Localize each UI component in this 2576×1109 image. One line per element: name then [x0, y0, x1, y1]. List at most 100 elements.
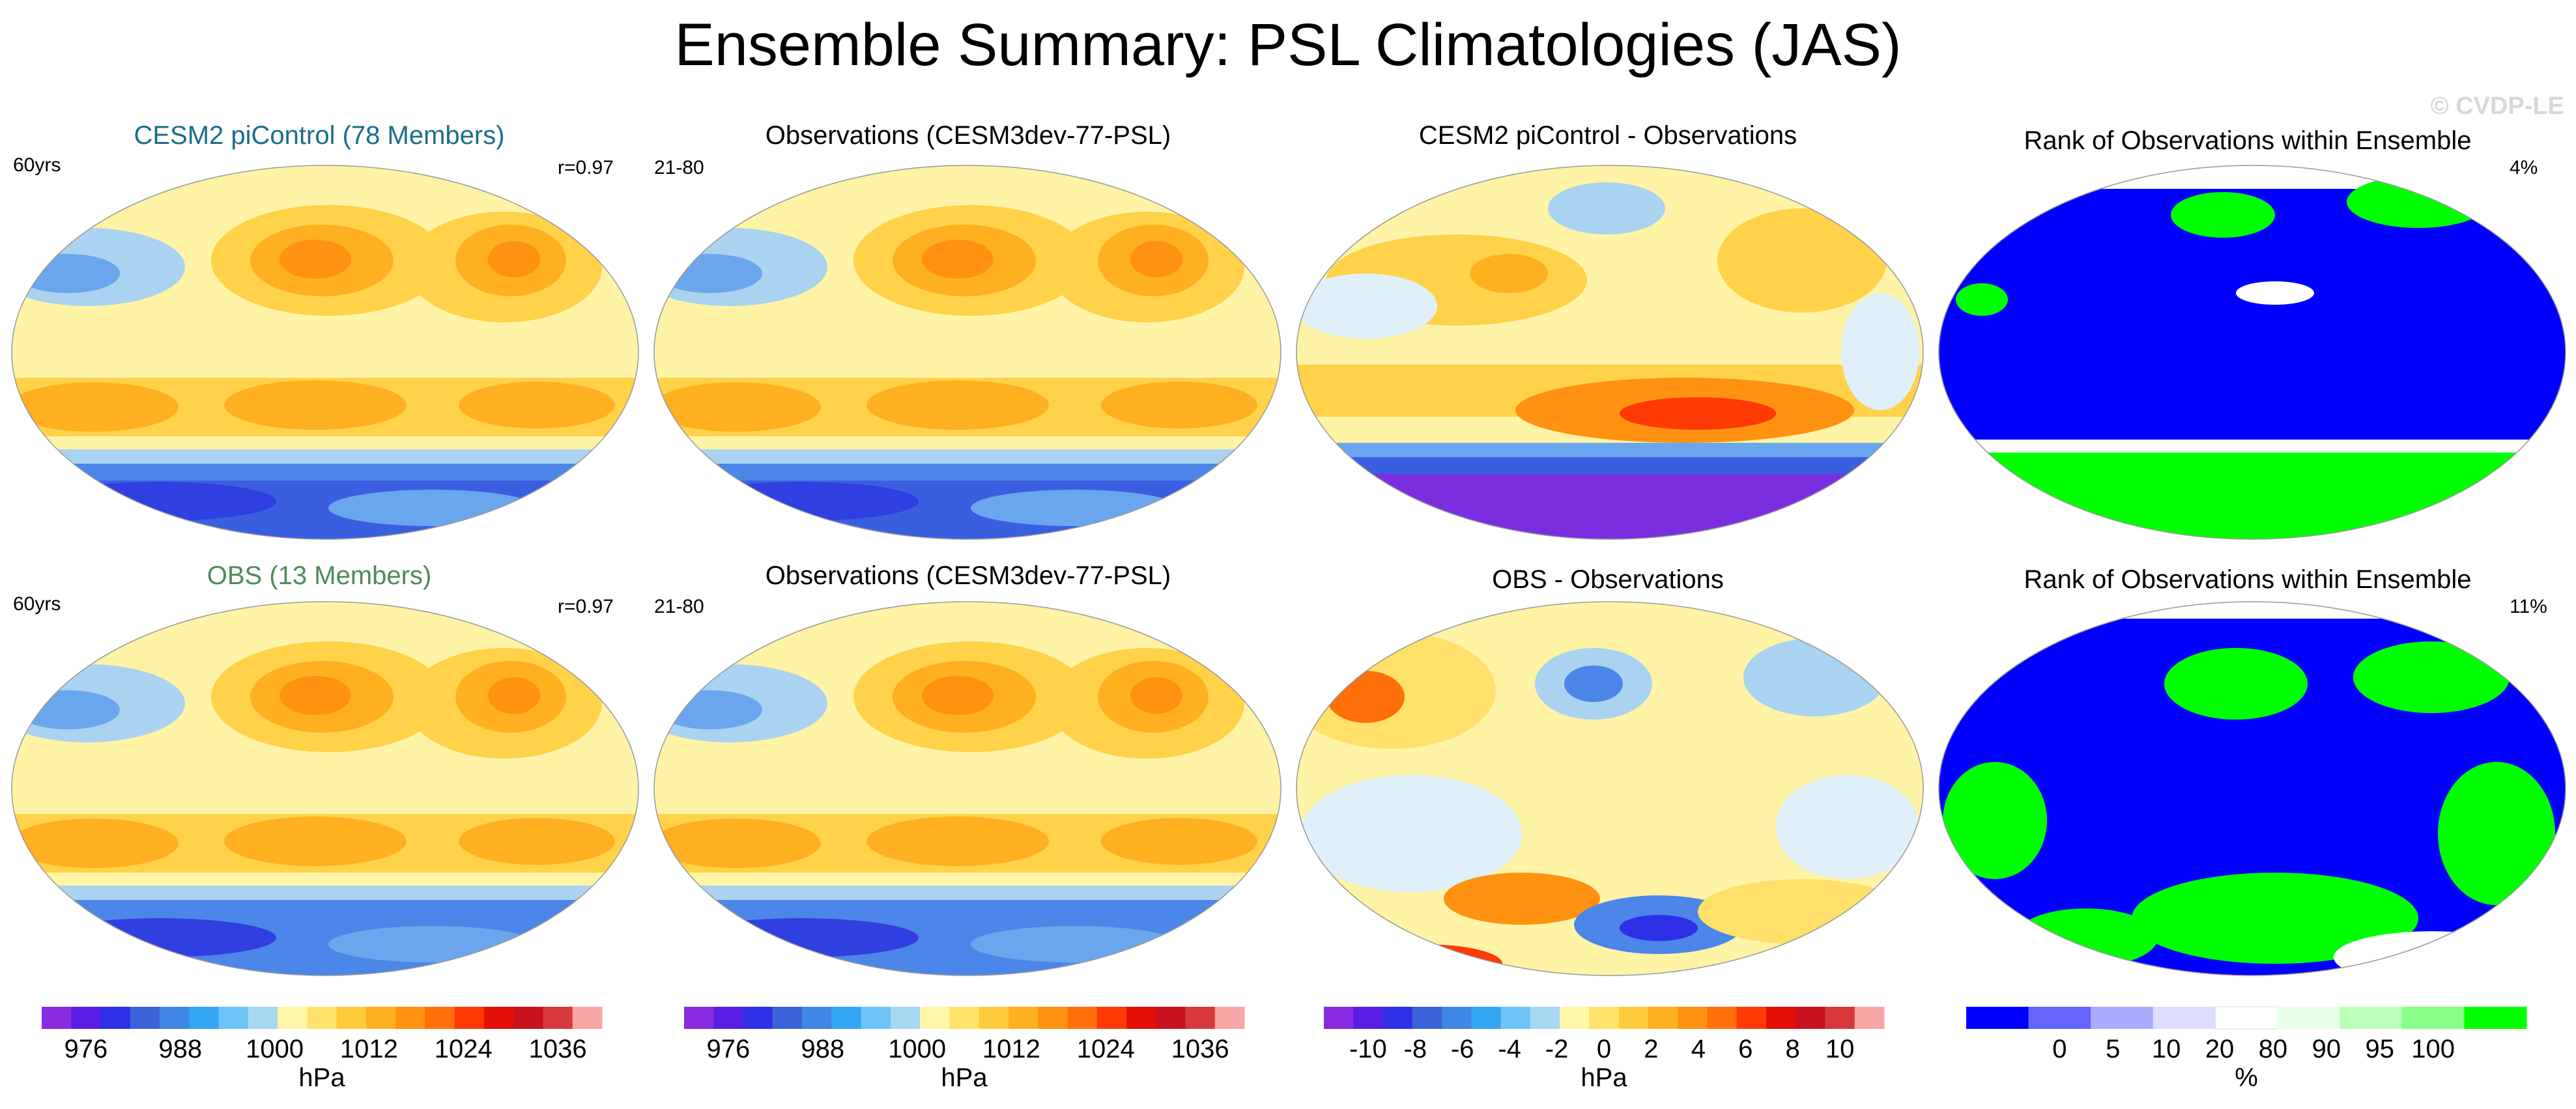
colorbar-swatch [543, 1007, 573, 1029]
southern-ocean-3 [654, 917, 1281, 976]
colorbar-swatch [1618, 1007, 1649, 1029]
diff-neg-band2 [1296, 457, 1923, 477]
colorbar-swatch [1038, 1007, 1068, 1029]
panel-note-left-r1c2: 21-80 [654, 157, 704, 178]
colorbar-tick-label: 976 [64, 1035, 108, 1063]
map-outline [653, 601, 1281, 976]
panel-note-left-r1c1: 60yrs [13, 154, 61, 176]
map-outline [11, 601, 639, 976]
colorbar-swatch [1353, 1007, 1384, 1029]
map-field [1296, 602, 1923, 976]
high-cell [224, 817, 407, 866]
colorbar-swatch [336, 1007, 367, 1029]
colorbar-swatch [248, 1007, 278, 1029]
colorbar-swatch [1966, 1007, 2029, 1029]
diff-neg-core [1620, 915, 1698, 941]
colorbar-swatch [1560, 1007, 1590, 1029]
north-pacific-high-core [279, 676, 351, 715]
colorbar-tick-label: 1012 [340, 1035, 398, 1063]
colorbar-swatch [1530, 1007, 1560, 1029]
diff-neg-weak [1776, 775, 1919, 879]
watermark: © CVDP-LE [2430, 92, 2564, 120]
panel-title-r2c1: OBS (13 Members) [207, 561, 432, 590]
colorbar-tick-label: -2 [1545, 1035, 1569, 1063]
colorbar-tick-label: 4 [1691, 1035, 1706, 1063]
high-cell [459, 818, 615, 865]
rank-white [2334, 931, 2529, 976]
rank-white [2236, 281, 2314, 305]
diff-pos-core [1326, 671, 1405, 723]
colorbar-swatch [1008, 1007, 1038, 1029]
southern-ocean-2 [12, 464, 638, 483]
high-cell [224, 380, 407, 430]
colorbar-tick-label: -6 [1451, 1035, 1474, 1063]
colorbar-tick-label: 1000 [888, 1035, 946, 1063]
colorbar-tick-label: 0 [1597, 1035, 1611, 1063]
colorbar-1: 976 988 1000 1012 1024 1036 hPa [42, 1007, 603, 1092]
colorbar-unit: hPa [298, 1063, 345, 1092]
panel-note-right-r1c4: 4% [2510, 157, 2538, 178]
map-r1c1 [11, 165, 639, 540]
diff-neg-weak [1841, 293, 1919, 410]
colorbar-unit: hPa [941, 1063, 988, 1092]
colorbar-swatch [1854, 1007, 1885, 1029]
panel-title-r1c1: CESM2 piControl (78 Members) [134, 121, 505, 150]
colorbar-tick-label: 1024 [435, 1035, 493, 1063]
colorbar-swatch [1185, 1007, 1216, 1029]
colorbar-swatch [483, 1007, 514, 1029]
colorbar-tick-label: 1036 [529, 1035, 587, 1063]
colorbar-tick-label: -4 [1498, 1035, 1521, 1063]
colorbar-tick-label: 0 [2052, 1035, 2067, 1063]
colorbar-swatch [1766, 1007, 1796, 1029]
map-r1c2 [653, 165, 1281, 540]
colorbar-swatch [920, 1007, 950, 1029]
north-pacific-high-core [922, 240, 994, 279]
diff-neg [1548, 182, 1665, 234]
southern-ocean-2 [654, 900, 1281, 919]
diff-neg [1743, 638, 1887, 716]
colorbar-swatch [2340, 1007, 2403, 1029]
map-outline [11, 165, 639, 540]
colorbar-swatch [100, 1007, 131, 1029]
rank-green [2347, 176, 2490, 228]
rank-green [1943, 762, 2047, 879]
atlantic-high-core [488, 241, 540, 277]
southern-low-core [684, 918, 919, 957]
map-field [12, 165, 638, 539]
colorbar-4: 0 5 10 20 80 90 95 100% [1966, 1006, 2527, 1092]
colorbar-tick-label: 95 [2366, 1035, 2395, 1063]
colorbar-swatch [572, 1007, 603, 1029]
colorbar-swatch [71, 1007, 102, 1029]
colorbar-swatch [831, 1007, 862, 1029]
panel-title-r1c4: Rank of Observations within Ensemble [2024, 126, 2472, 155]
colorbar-swatch [1589, 1007, 1620, 1029]
map-outline [1938, 165, 2566, 540]
southern-ocean-3 [12, 917, 638, 976]
colorbar-tick-label: 1036 [1171, 1035, 1229, 1063]
southern-low-patch [971, 490, 1179, 526]
colorbar-swatch [1382, 1007, 1413, 1029]
southern-ocean-2 [654, 464, 1281, 483]
figure-title: Ensemble Summary: PSL Climatologies (JAS… [674, 12, 1902, 78]
high-cell [12, 382, 179, 432]
colorbar-swatch [949, 1007, 980, 1029]
southern-low-patch [328, 490, 537, 526]
high-cell [459, 382, 615, 428]
diff-pos [1444, 873, 1600, 925]
diff-strong [1346, 944, 1502, 976]
panel-note-right-r2c4: 11% [2510, 596, 2547, 617]
north-pacific-high-core [922, 676, 994, 715]
colorbar-swatch [1736, 1007, 1767, 1029]
colorbar-swatch [890, 1007, 921, 1029]
map-outline [1296, 601, 1924, 976]
map-r1c4 [1938, 165, 2566, 540]
rank-white [1939, 165, 2566, 189]
panel-note-right-r1c1: r=0.97 [558, 157, 614, 178]
colorbar-swatch [1412, 1007, 1442, 1029]
colorbar-swatch [1471, 1007, 1502, 1029]
map-field [12, 602, 638, 976]
southern-low-patch [971, 926, 1179, 962]
colorbar-swatch [1126, 1007, 1156, 1029]
panel-note-right-r2c1: r=0.97 [558, 596, 614, 617]
panel-title-r2c2: Observations (CESM3dev-77-PSL) [765, 561, 1171, 590]
